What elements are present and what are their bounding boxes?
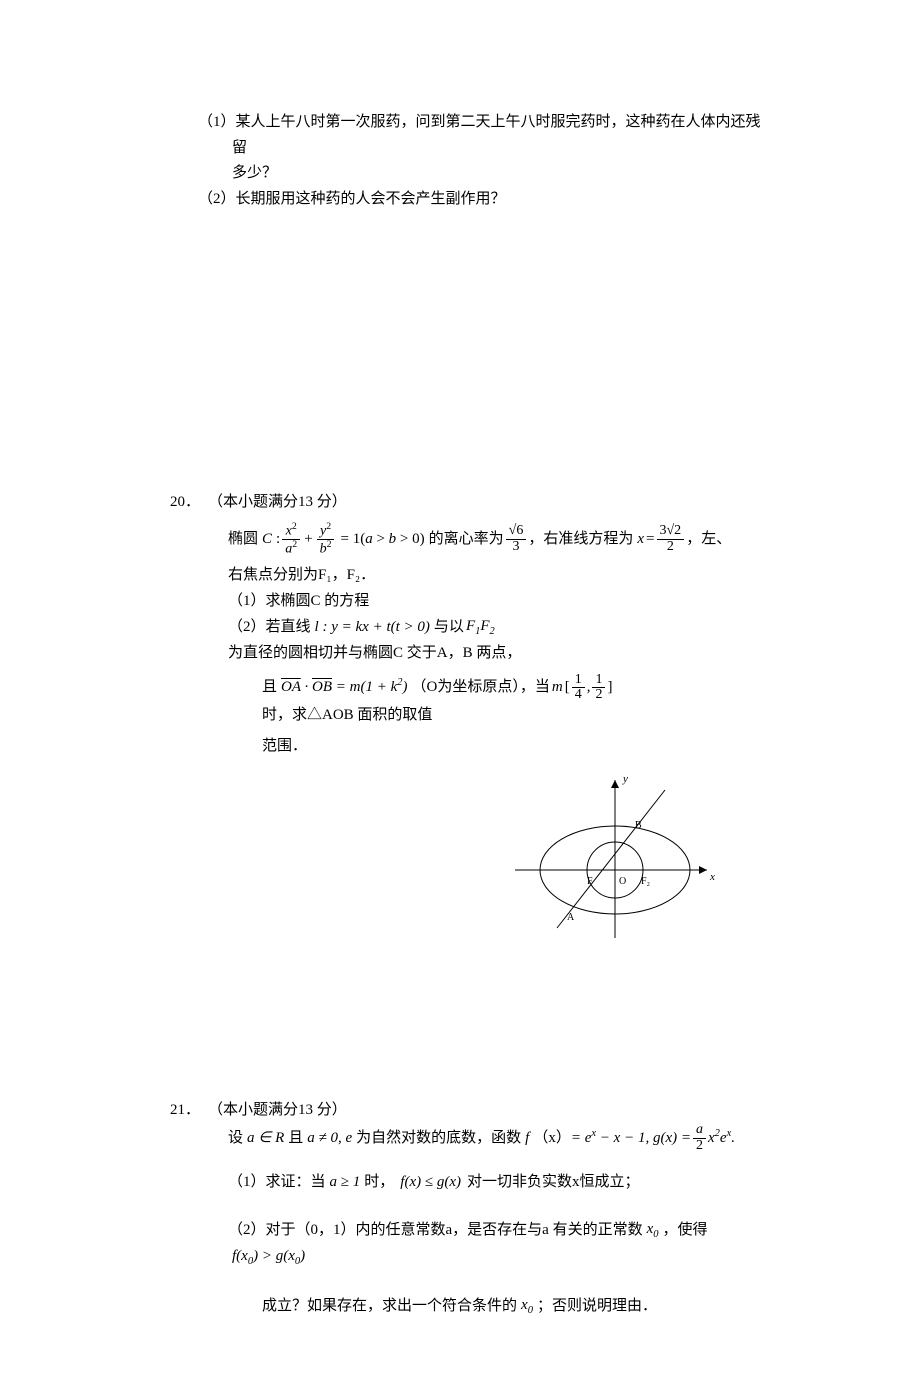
svg-text:A: A [567, 912, 575, 923]
q21-sub2-label: （2） [228, 1218, 266, 1244]
q20-ellipse-c: C [262, 527, 272, 553]
pre-sub1-label: （1） [198, 114, 236, 130]
q20-sub2-b: 与以 [434, 615, 464, 641]
q20-header: （本小题满分13 分） [208, 494, 347, 510]
q21-number: 21． [170, 1098, 208, 1124]
q20-sub2-line1: （2）若直线 l : y = kx + t(t > 0) 与以 F1F2 为直径… [228, 614, 765, 666]
pre-sub2: （2）长期服用这种药的人会不会产生副作用？ [170, 187, 765, 213]
q21-sub2-2a: 成立？如果存在，求出一个符合条件的 [262, 1294, 517, 1320]
pre-sub2-label: （2） [198, 191, 236, 207]
q20-frac-y: y2b2 [317, 522, 335, 558]
q21-sub2-2b: ；否则说明理由． [537, 1294, 657, 1320]
q20-header-line: 20．（本小题满分13 分） [170, 490, 765, 516]
q20-line1: 椭圆 C: x2a2 + y2b2 = 1(a > b > 0) 的离心率为 √… [228, 522, 765, 558]
q20-end: ，左、 [686, 527, 731, 553]
q20-sub1: （1）求椭圆C 的方程 [228, 589, 765, 615]
q20-sub1-label: （1） [228, 593, 266, 609]
pre-sub1-text-a: 某人上午八时第一次服药，问到第二天上午八时服完药时，这种药在人体内还残留 [232, 114, 761, 156]
q20-sub2-label: （2） [228, 615, 266, 641]
svg-text:F₂: F₂ [641, 876, 650, 887]
q21-sub2-line2: 成立？如果存在，求出一个符合条件的 x0 ；否则说明理由． [228, 1293, 765, 1320]
pre-sub1: （1）某人上午八时第一次服药，问到第二天上午八时服完药时，这种药在人体内还残留 [170, 110, 765, 161]
q20-sub2-line3: 范围． [228, 734, 765, 760]
q21-header: （本小题满分13 分） [208, 1102, 347, 1118]
question-20: 20．（本小题满分13 分） 椭圆 C: x2a2 + y2b2 = 1(a >… [170, 490, 765, 960]
q21-line1: 设 a ∈ R且a ≠ 0, e 为自然对数的底数，函数 f（x）= ex − … [228, 1123, 765, 1153]
q21-sub1-a: 求证：当 [266, 1170, 326, 1196]
q20-ecc: √63 [506, 524, 527, 554]
svg-text:F: F [587, 876, 593, 887]
q21-sub1-label: （1） [228, 1170, 266, 1196]
q20-sub2-2c: 时，求△AOB 面积的取值 [262, 703, 432, 729]
q21-line1-b: 为自然对数的底数，函数 [356, 1126, 521, 1152]
q20-frac-x: x2a2 [282, 522, 300, 558]
svg-text:y: y [622, 773, 628, 785]
q20-sub2-line2: 且 OA · OB = m(1 + k2) （O为坐标原点），当 m[14,12… [228, 673, 765, 729]
pre-sub2-text: 长期服用这种药的人会不会产生副作用？ [236, 191, 506, 207]
q20-diagram: y x O F F₂ A B [495, 760, 735, 960]
svg-text:B: B [635, 820, 642, 831]
q20-mid2: ，右准线方程为 [528, 527, 633, 553]
q20-sub2-2b: （O为坐标原点），当 [412, 675, 550, 701]
q21-sub1: （1）求证：当 a ≥ 1 时， f(x) ≤ g(x) 对一切非负实数x恒成立… [228, 1170, 765, 1196]
pre-sub1-text-b: 多少？ [232, 165, 277, 181]
q20-directrix: 3√22 [657, 524, 685, 554]
q20-line2: 右焦点分别为F₁，F₂． [228, 563, 765, 589]
q21-sub2-a: 对于（0，1）内的任意常数a，是否存在与a 有关的正常数 [266, 1218, 643, 1244]
q21-sub1-b: 时， [364, 1170, 394, 1196]
pre-question: （1）某人上午八时第一次服药，问到第二天上午八时服完药时，这种药在人体内还残留 … [170, 110, 765, 212]
q21-sub2-b: ，使得 [663, 1218, 708, 1244]
q20-mid1: 的离心率为 [429, 527, 504, 553]
q20-sub1-text: 求椭圆C 的方程 [266, 593, 370, 609]
q20-sub2-a: 若直线 [266, 615, 311, 641]
q21-sub1-c: 对一切非负实数x恒成立； [467, 1170, 640, 1196]
q20-sub2-2a: 且 [262, 675, 277, 701]
pre-sub1-cont: 多少？ [170, 161, 765, 187]
q21-header-line: 21．（本小题满分13 分） [170, 1098, 765, 1124]
svg-text:x: x [709, 871, 715, 883]
q21-sub2-line1: （2）对于（0，1）内的任意常数a，是否存在与a 有关的正常数 x0 ，使得 f… [228, 1217, 765, 1271]
svg-text:O: O [619, 876, 626, 887]
q21-line1-a: 设 [228, 1126, 243, 1152]
q21-body: 设 a ∈ R且a ≠ 0, e 为自然对数的底数，函数 f（x）= ex − … [170, 1123, 765, 1319]
q20-body: 椭圆 C: x2a2 + y2b2 = 1(a > b > 0) 的离心率为 √… [170, 522, 765, 960]
q20-number: 20． [170, 490, 208, 516]
question-21: 21．（本小题满分13 分） 设 a ∈ R且a ≠ 0, e 为自然对数的底数… [170, 1098, 765, 1320]
q20-line1-prefix: 椭圆 [228, 527, 258, 553]
q20-sub2-c: 为直径的圆相切并与椭圆C 交于A，B 两点， [228, 641, 521, 667]
